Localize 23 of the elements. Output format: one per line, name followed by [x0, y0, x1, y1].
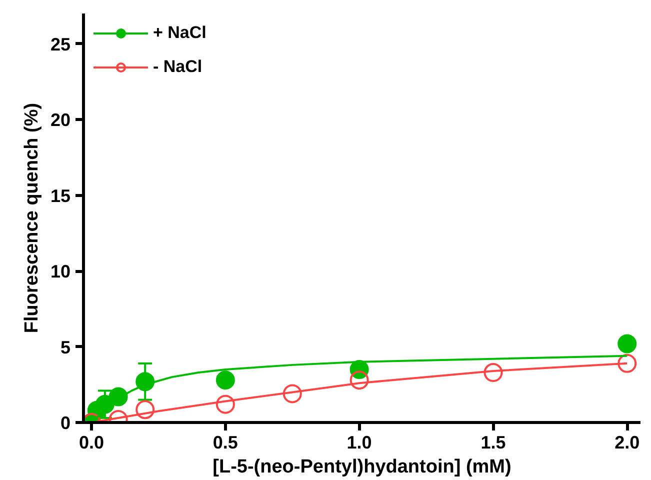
legend-label: - NaCl — [153, 57, 202, 77]
point — [216, 370, 235, 390]
point — [618, 354, 637, 373]
point — [282, 384, 302, 404]
y-tick-label: 25 — [50, 34, 71, 54]
y-tick-label: 0 — [60, 413, 71, 433]
point — [484, 363, 503, 382]
point — [136, 400, 155, 420]
y-tick-label: 10 — [50, 262, 71, 282]
x-tick-label: 0.0 — [79, 432, 104, 452]
x-axis-title: [L-5-(neo-Pentyl)hydantoin] (mM) — [212, 456, 512, 478]
point — [216, 394, 235, 414]
y-tick-label: 15 — [50, 186, 71, 206]
x-tick-label: 0.5 — [212, 432, 238, 452]
point — [350, 370, 369, 390]
y-tick-label: 20 — [50, 110, 71, 130]
point — [618, 334, 637, 354]
legend-label: + NaCl — [153, 23, 206, 43]
x-tick-label: 1.5 — [480, 432, 506, 452]
x-tick-label: 2.0 — [614, 432, 640, 452]
x-tick-label: 1.0 — [346, 432, 372, 452]
y-tick-label: 5 — [60, 337, 71, 358]
y-axis-title: Fluorescence quench (%) — [21, 102, 42, 334]
